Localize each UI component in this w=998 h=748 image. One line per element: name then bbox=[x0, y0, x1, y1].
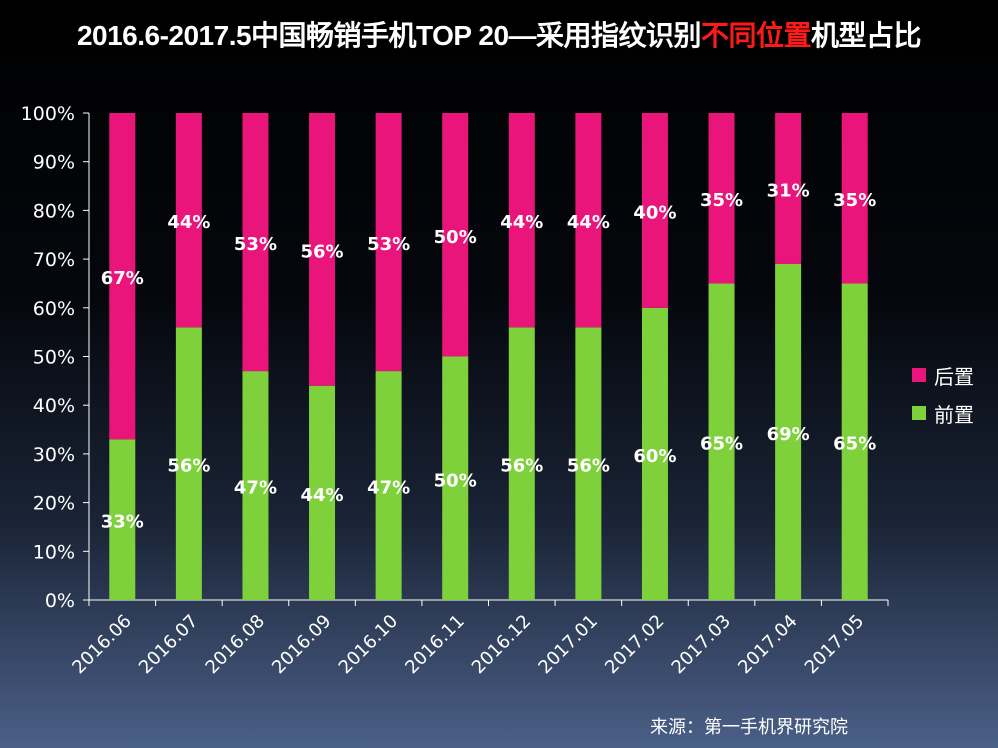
bar-rear-2017.03 bbox=[708, 113, 735, 284]
bar-rear-2016.06 bbox=[109, 113, 136, 440]
data-label-front: 65% bbox=[833, 434, 876, 455]
y-tick-label: 80% bbox=[33, 200, 75, 222]
x-tick-label: 2017.01 bbox=[534, 611, 601, 678]
bar-front-2017.03 bbox=[708, 283, 735, 600]
x-tick-label: 2016.06 bbox=[68, 611, 135, 678]
bar-rear-2017.01 bbox=[575, 113, 602, 328]
x-tick-label: 2017.05 bbox=[801, 611, 868, 678]
y-tick-label: 40% bbox=[33, 395, 75, 417]
bar-front-2016.07 bbox=[175, 327, 202, 600]
x-tick-label: 2016.08 bbox=[202, 611, 269, 678]
data-label-rear: 53% bbox=[367, 234, 410, 255]
y-tick-label: 50% bbox=[33, 347, 75, 369]
y-tick-label: 0% bbox=[45, 590, 75, 612]
data-label-front: 47% bbox=[367, 478, 410, 499]
y-tick-label: 90% bbox=[33, 152, 75, 174]
data-label-rear: 44% bbox=[500, 212, 543, 233]
x-tick-label: 2017.04 bbox=[734, 611, 801, 678]
data-label-front: 56% bbox=[167, 456, 210, 477]
bar-rear-2016.11 bbox=[442, 113, 469, 357]
bar-front-2017.05 bbox=[841, 283, 868, 600]
data-label-rear: 56% bbox=[300, 241, 343, 262]
bar-rear-2016.09 bbox=[309, 113, 336, 386]
bar-rear-2016.07 bbox=[175, 113, 202, 328]
data-label-front: 50% bbox=[434, 470, 477, 491]
data-label-front: 56% bbox=[500, 456, 543, 477]
y-tick-label: 100% bbox=[21, 103, 75, 125]
y-tick-label: 60% bbox=[33, 298, 75, 320]
legend-swatch-front bbox=[912, 406, 926, 420]
data-label-front: 33% bbox=[101, 512, 144, 533]
data-label-front: 65% bbox=[700, 434, 743, 455]
bar-rear-2016.12 bbox=[508, 113, 535, 328]
title-highlight: 不同位置 bbox=[701, 20, 812, 51]
title-prefix: 2016.6-2017.5中国畅销手机TOP 20—采用指纹识别 bbox=[76, 20, 702, 51]
bar-front-2016.06 bbox=[109, 439, 136, 600]
legend-label-front: 前置 bbox=[934, 402, 974, 427]
y-tick-label: 10% bbox=[33, 541, 75, 563]
bar-front-2016.08 bbox=[242, 371, 269, 600]
bar-front-2016.11 bbox=[442, 356, 469, 600]
data-label-rear: 31% bbox=[767, 180, 810, 201]
x-tick-label: 2016.10 bbox=[335, 611, 402, 678]
data-label-rear: 40% bbox=[633, 202, 676, 223]
bar-front-2017.04 bbox=[775, 263, 802, 600]
bar-front-2016.10 bbox=[375, 371, 402, 600]
source-note: 来源：第一手机界研究院 bbox=[650, 717, 848, 738]
x-tick-label: 2016.09 bbox=[268, 611, 335, 678]
legend-label-rear: 后置 bbox=[934, 364, 974, 389]
chart-title: 2016.6-2017.5中国畅销手机TOP 20—采用指纹识别不同位置机型占比 bbox=[0, 14, 998, 54]
data-label-rear: 53% bbox=[234, 234, 277, 255]
data-label-rear: 35% bbox=[700, 190, 743, 211]
x-tick-label: 2017.02 bbox=[601, 611, 668, 678]
bar-front-2017.01 bbox=[575, 327, 602, 600]
bar-rear-2017.02 bbox=[641, 113, 668, 308]
x-tick-label: 2016.12 bbox=[468, 611, 535, 678]
x-tick-label: 2016.07 bbox=[135, 611, 202, 678]
x-tick-label: 2017.03 bbox=[668, 611, 735, 678]
legend-item-rear: 后置 bbox=[912, 363, 974, 389]
data-label-rear: 50% bbox=[434, 227, 477, 248]
data-label-rear: 35% bbox=[833, 190, 876, 211]
data-label-front: 69% bbox=[767, 424, 810, 445]
data-label-front: 44% bbox=[300, 485, 343, 506]
y-tick-label: 70% bbox=[33, 249, 75, 271]
data-label-rear: 44% bbox=[167, 212, 210, 233]
y-tick-label: 30% bbox=[33, 444, 75, 466]
data-label-front: 56% bbox=[567, 456, 610, 477]
data-label-rear: 67% bbox=[101, 268, 144, 289]
y-tick-label: 20% bbox=[33, 493, 75, 515]
bar-rear-2017.04 bbox=[775, 113, 802, 264]
bar-front-2016.09 bbox=[309, 385, 336, 600]
legend-item-front: 前置 bbox=[912, 401, 974, 427]
data-label-front: 47% bbox=[234, 478, 277, 499]
bar-rear-2016.08 bbox=[242, 113, 269, 372]
data-label-front: 60% bbox=[633, 446, 676, 467]
bar-front-2017.02 bbox=[641, 307, 668, 600]
title-suffix: 机型占比 bbox=[811, 20, 922, 51]
legend-swatch-rear bbox=[912, 368, 926, 382]
data-label-rear: 44% bbox=[567, 212, 610, 233]
bar-front-2016.12 bbox=[508, 327, 535, 600]
bar-rear-2016.10 bbox=[375, 113, 402, 372]
x-tick-label: 2016.11 bbox=[401, 611, 468, 678]
bar-rear-2017.05 bbox=[841, 113, 868, 284]
